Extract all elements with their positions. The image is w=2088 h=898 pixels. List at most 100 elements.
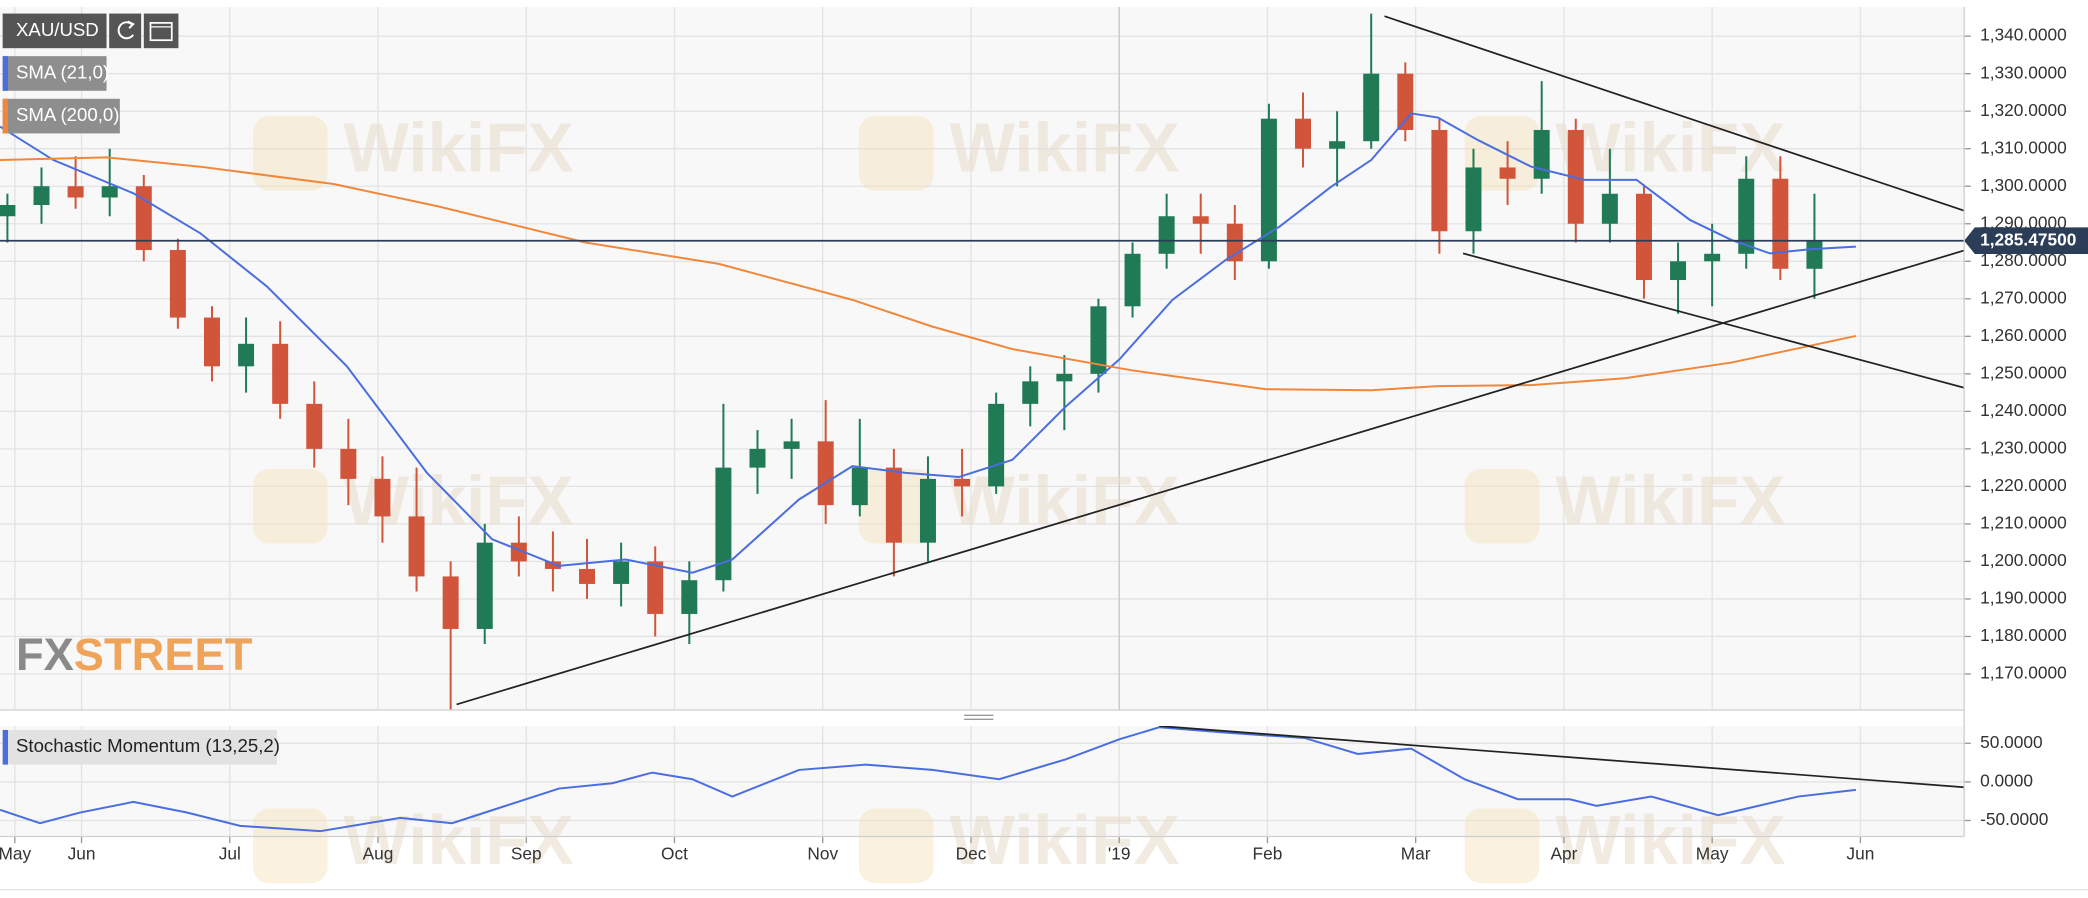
x-tick-label: Jun <box>68 844 96 864</box>
legend-swatch <box>2 98 8 134</box>
x-tick-label: Jul <box>219 844 241 864</box>
watermark-text: WikiFX <box>1555 801 1785 879</box>
symbol: XAU/USD <box>16 19 99 40</box>
watermark-icon <box>1464 116 1540 191</box>
y-tick-label: 1,220.0000 <box>1980 475 2067 495</box>
y-tick-label: 1,180.0000 <box>1980 625 2067 645</box>
candle-body <box>1738 178 1755 254</box>
last-price-label: 1,285.47500 <box>1980 229 2076 249</box>
candle-body <box>1499 167 1516 179</box>
logo: FXSTREET <box>16 629 253 680</box>
y-tick-label: 1,260.0000 <box>1980 325 2067 345</box>
candle-body <box>885 467 902 543</box>
refresh-button[interactable] <box>109 13 142 49</box>
legend-box[interactable] <box>2 56 107 91</box>
candle-body <box>681 580 698 614</box>
watermark-icon <box>858 116 934 191</box>
candle-body <box>919 478 936 543</box>
x-tick-label: Oct <box>661 844 688 864</box>
refresh-icon <box>117 21 134 40</box>
x-tick-label: Apr <box>1550 844 1577 864</box>
watermark: WikiFX <box>253 109 574 191</box>
calendar-icon <box>149 22 173 42</box>
y-tick-label: 1,310.0000 <box>1980 137 2067 157</box>
candle-body <box>1158 216 1175 254</box>
y-tick-label: 1,330.0000 <box>1980 62 2067 82</box>
candle-body <box>33 186 50 205</box>
x-tick-label: Sep <box>511 844 542 864</box>
grid <box>0 6 1965 837</box>
x-tick-label: May <box>1696 844 1729 864</box>
trendline <box>1384 15 1965 212</box>
y-tick-label: 1,280.0000 <box>1980 250 2067 270</box>
y-tick-label: 1,340.0000 <box>1980 25 2067 45</box>
candle-body <box>1192 216 1209 224</box>
trendline <box>1159 725 1965 789</box>
candle-body <box>954 478 971 487</box>
legend-label: SMA (200,0) <box>16 104 120 125</box>
watermark-text: WikiFX <box>1555 462 1785 540</box>
y-tick-label: 1,290.0000 <box>1980 212 2067 232</box>
candle-body <box>1260 118 1277 262</box>
x-tick-label: Mar <box>1401 844 1431 864</box>
candle-body <box>544 561 561 569</box>
legend-label: SMA (21,0) <box>16 61 109 82</box>
watermark-icon <box>253 468 328 544</box>
watermark-text: WikiFX <box>949 109 1179 187</box>
main-plot-area <box>0 6 1965 711</box>
candle-body <box>817 441 834 506</box>
y-tick-label: 50.0000 <box>1980 732 2043 752</box>
watermark-text: WikiFX <box>1555 109 1785 187</box>
watermark-icon <box>1464 808 1540 884</box>
watermark-icon <box>858 808 934 884</box>
legend-swatch <box>2 729 8 765</box>
candle-body <box>749 448 766 468</box>
y-tick-label: 1,210.0000 <box>1980 512 2067 532</box>
candle-body <box>1226 223 1243 262</box>
legend-swatch <box>2 56 8 91</box>
candle-body <box>306 403 323 449</box>
candle-body <box>476 542 493 629</box>
candle-body <box>1704 253 1721 262</box>
logo-fx: FX <box>16 629 74 680</box>
candle-body <box>1465 167 1482 232</box>
sma-line <box>0 156 1857 392</box>
main-marks <box>0 13 1965 710</box>
candle-body <box>1363 73 1380 142</box>
candle-body <box>783 441 800 449</box>
candle-body <box>67 186 84 198</box>
calendar-button[interactable] <box>143 13 179 49</box>
candle-body <box>203 317 220 367</box>
candle-body <box>169 250 186 318</box>
candle-body <box>613 561 630 584</box>
candle-body <box>101 186 118 198</box>
symbol-box[interactable] <box>2 13 107 49</box>
watermark: WikiFX <box>1464 801 1786 884</box>
candle-body <box>1124 253 1141 307</box>
candle-body <box>0 204 16 217</box>
indicator-title: Stochastic Momentum (13,25,2) <box>16 735 280 756</box>
watermark: WikiFX <box>858 109 1180 191</box>
trendline <box>456 249 1965 706</box>
candle-body <box>1056 373 1073 382</box>
y-tick-label: 1,170.0000 <box>1980 663 2067 683</box>
indicator-box[interactable] <box>2 729 277 765</box>
sma-line <box>0 112 1856 574</box>
candle-body <box>715 467 732 581</box>
x-tick-label: Feb <box>1253 844 1283 864</box>
watermark: WikiFX <box>1464 462 1786 544</box>
watermark-icon <box>253 116 328 191</box>
watermark-text: WikiFX <box>949 462 1179 540</box>
x-tick-label: Jun <box>1846 844 1874 864</box>
y-tick-label: 1,270.0000 <box>1980 287 2067 307</box>
legend-box[interactable] <box>2 98 120 134</box>
y-tick-label: -50.0000 <box>1980 809 2048 829</box>
last-price-box <box>1964 227 2088 255</box>
refresh-icon-arrow <box>127 20 135 29</box>
candle-body <box>1022 381 1039 404</box>
watermark-text: WikiFX <box>344 109 574 187</box>
watermark-text: WikiFX <box>949 801 1179 879</box>
candle-body <box>851 467 868 506</box>
axes: 1,170.0000 1,180.0000 1,190.0000 1,200.0000… <box>0 25 2088 864</box>
